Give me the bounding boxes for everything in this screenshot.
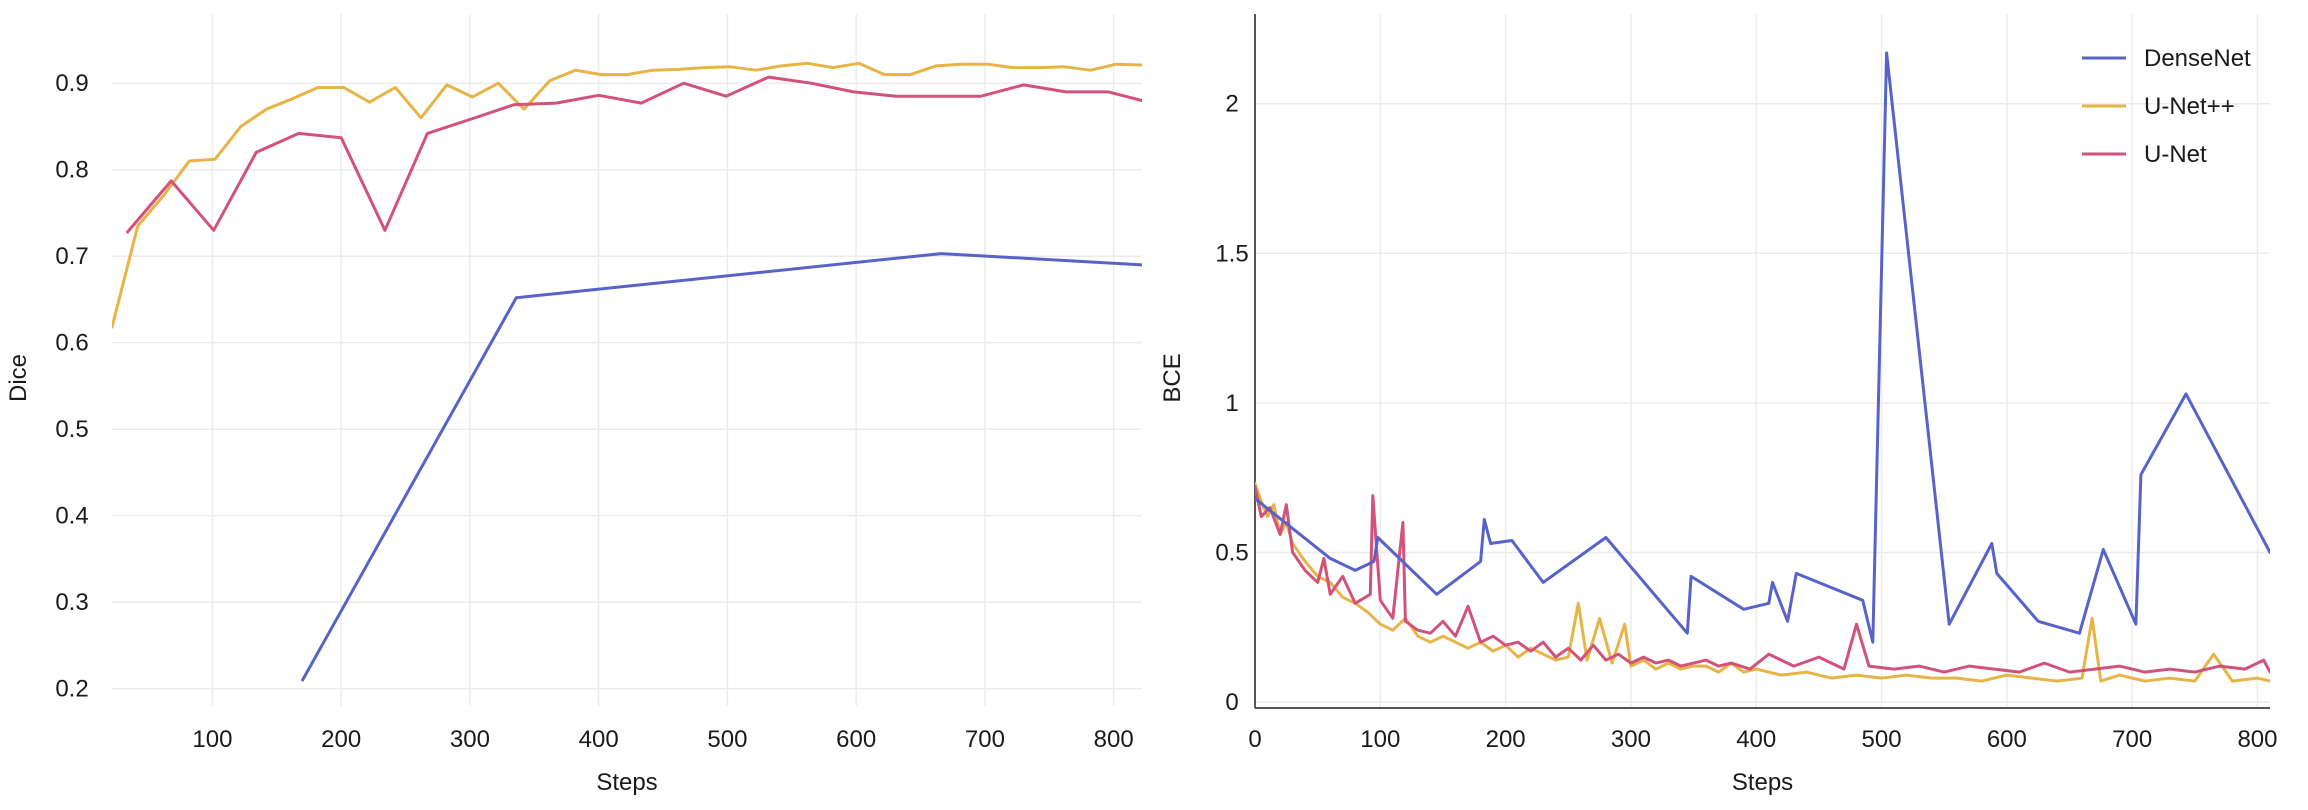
dice-y-tick-label: 0.2 <box>55 676 88 703</box>
bce-x-tick-label: 500 <box>1862 726 1902 753</box>
bce-y-tick-label: 0.5 <box>1215 539 1248 566</box>
bce-series-u-netplusplus <box>1255 482 2270 683</box>
bce-y-tick-label: 1 <box>1225 390 1238 417</box>
bce-x-tick-label: 600 <box>1987 726 2027 753</box>
bce-legend: DenseNet U-Net++ U-Net <box>2082 45 2251 168</box>
bce-series-group <box>1255 51 2270 683</box>
dice-x-tick-label: 100 <box>192 726 232 753</box>
bce-y-tick-label: 2 <box>1225 91 1238 118</box>
dice-y-tick-label: 0.8 <box>55 157 88 184</box>
legend-label-densenet: DenseNet <box>2144 45 2251 72</box>
legend-label-u-net: U-Net <box>2144 141 2207 168</box>
dice-y-tick-label: 0.6 <box>55 330 88 357</box>
bce-x-tick-label: 0 <box>1248 726 1261 753</box>
bce-series-densenet <box>1255 51 2270 644</box>
dice-x-tick-label: 200 <box>321 726 361 753</box>
dice-x-tick-label: 500 <box>707 726 747 753</box>
dice-x-tick-label: 700 <box>965 726 1005 753</box>
dice-chart: 100 200 300 400 500 600 700 800 0.2 0.3 0.4 0.5 0.6 0… <box>5 14 1142 796</box>
dice-series-u-net <box>126 75 1142 234</box>
bce-y-tick-label: 0 <box>1225 689 1238 716</box>
dice-x-tick-label: 600 <box>836 726 876 753</box>
dice-y-tick-label: 0.9 <box>55 70 88 97</box>
dice-series-u-netplusplus <box>112 61 1142 329</box>
dice-y-tick-label: 0.7 <box>55 243 88 270</box>
bce-x-tick-label: 200 <box>1486 726 1526 753</box>
bce-chart: 0 100 200 300 400 500 600 700 800 0 0.5 1 1.5 2 Steps B… <box>1159 14 2277 796</box>
bce-series-u-net <box>1255 485 2270 674</box>
dice-y-tick-label: 0.3 <box>55 589 88 616</box>
dice-x-axis-label: Steps <box>596 769 657 796</box>
dice-series-densenet <box>301 252 1142 682</box>
dice-x-tick-label: 800 <box>1094 726 1134 753</box>
bce-x-tick-label: 700 <box>2112 726 2152 753</box>
legend-label-u-netplusplus: U-Net++ <box>2144 93 2235 120</box>
bce-y-tick-label: 1.5 <box>1215 240 1248 267</box>
dice-x-tick-label: 400 <box>579 726 619 753</box>
bce-x-tick-label: 800 <box>2237 726 2277 753</box>
bce-y-axis-label: BCE <box>1159 353 1186 402</box>
bce-x-tick-label: 400 <box>1736 726 1776 753</box>
dice-y-tick-label: 0.5 <box>55 416 88 443</box>
dice-y-axis-label: Dice <box>5 354 32 402</box>
dice-y-tick-label: 0.4 <box>55 503 88 530</box>
bce-x-tick-label: 300 <box>1611 726 1651 753</box>
dice-series-group <box>112 61 1142 682</box>
bce-x-tick-label: 100 <box>1360 726 1400 753</box>
bce-x-axis-label: Steps <box>1732 769 1793 796</box>
dice-x-tick-label: 300 <box>450 726 490 753</box>
